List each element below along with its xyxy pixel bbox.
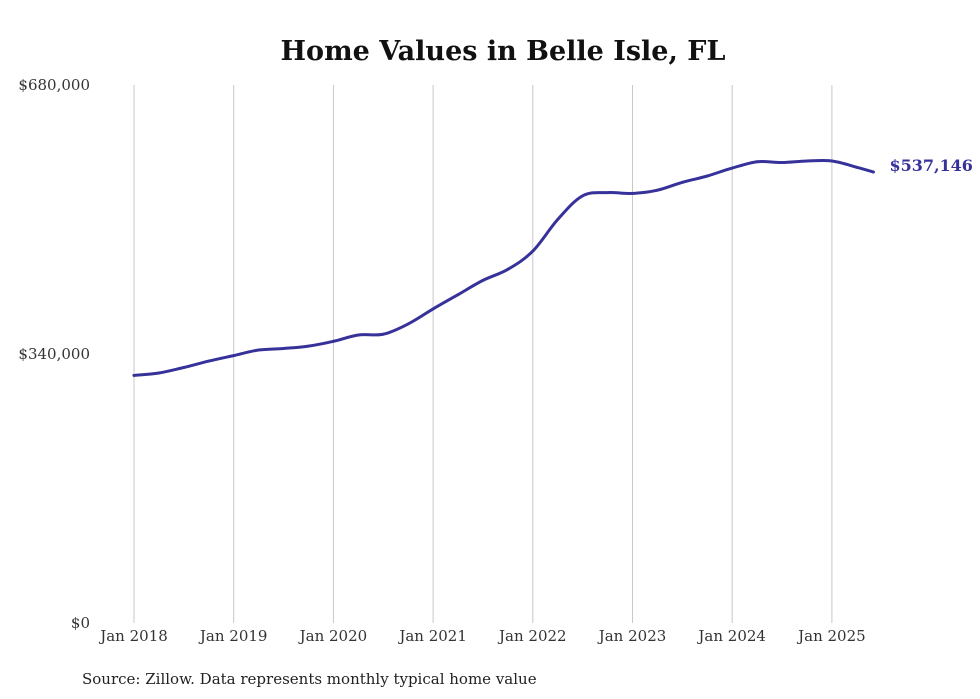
data-point [780, 161, 784, 164]
x-tick-label: Jan 2025 [796, 627, 866, 645]
data-point [356, 333, 360, 337]
data-point [730, 166, 734, 170]
data-point [182, 366, 186, 369]
y-tick-label: $0 [71, 614, 90, 632]
data-point [872, 170, 875, 174]
data-point [157, 371, 161, 375]
data-point [506, 267, 510, 271]
data-point [805, 159, 809, 163]
data-point [307, 344, 310, 348]
data-point [531, 249, 535, 253]
data-point [207, 359, 211, 363]
x-tick-label: Jan 2019 [198, 627, 268, 645]
data-point [232, 354, 236, 357]
data-point [332, 339, 335, 343]
data-point [681, 180, 684, 184]
series-line [132, 158, 875, 377]
y-tick-label: $340,000 [18, 345, 90, 363]
x-tick-label: Jan 2023 [597, 627, 667, 645]
y-axis: $0 $340,000 $680,000 [18, 76, 90, 632]
data-point [431, 307, 435, 311]
x-tick-label: Jan 2020 [298, 627, 368, 645]
x-tick-label: Jan 2018 [98, 627, 168, 645]
data-point [257, 348, 260, 352]
x-tick-label: Jan 2021 [397, 627, 467, 645]
data-point [656, 188, 659, 192]
data-point [705, 174, 709, 178]
data-point [631, 192, 634, 195]
data-point [481, 279, 485, 282]
end-value-label: $537,146 [889, 156, 973, 175]
data-point [581, 194, 585, 198]
data-point [282, 347, 285, 350]
data-point [456, 293, 460, 297]
source-note: Source: Zillow. Data represents monthly … [82, 670, 537, 688]
data-point [755, 160, 759, 164]
data-point [406, 322, 410, 326]
data-point [556, 218, 560, 221]
data-point [606, 191, 609, 195]
grid-lines [133, 85, 833, 623]
data-point [855, 165, 859, 169]
data-point [381, 332, 385, 336]
x-tick-label: Jan 2024 [696, 627, 766, 645]
data-point [132, 374, 136, 377]
y-tick-label: $680,000 [18, 76, 90, 94]
chart-title: Home Values in Belle Isle, FL [281, 36, 726, 67]
data-point [830, 159, 834, 163]
x-tick-label: Jan 2022 [497, 627, 567, 645]
x-axis: Jan 2018 Jan 2019 Jan 2020 Jan 2021 Jan 2022… [98, 627, 865, 645]
series-layer: $537,146 [132, 156, 973, 377]
